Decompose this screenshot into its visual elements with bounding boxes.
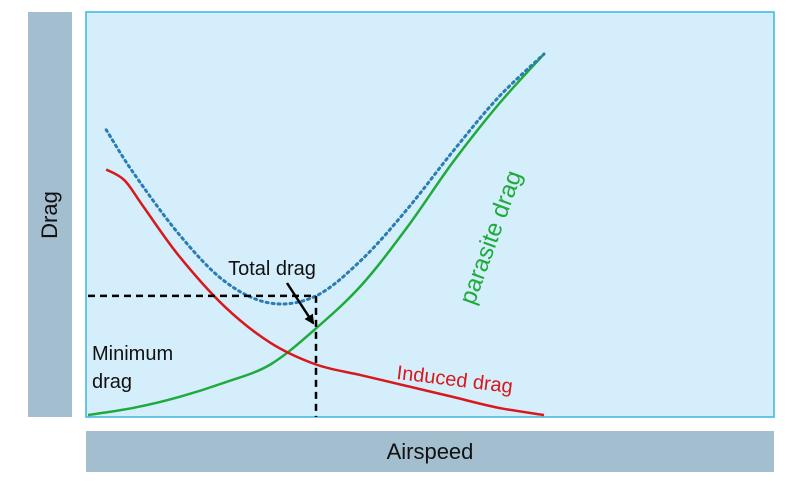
x-axis-label: Airspeed — [386, 438, 474, 464]
guides-layer — [88, 294, 318, 417]
x-axis-label-bar: Airspeed — [86, 431, 774, 472]
series-line-induced-drag — [105, 168, 545, 417]
minimum-drag-label-line1: Minimum — [92, 343, 173, 365]
total-drag-label: Total drag — [228, 258, 316, 280]
total-drag-arrow — [285, 282, 315, 325]
series-line-parasite-drag — [87, 53, 545, 417]
plot-area — [85, 11, 775, 418]
minimum-drag-label-line2: drag — [92, 371, 132, 393]
y-axis-label-bar: Drag — [28, 12, 72, 417]
